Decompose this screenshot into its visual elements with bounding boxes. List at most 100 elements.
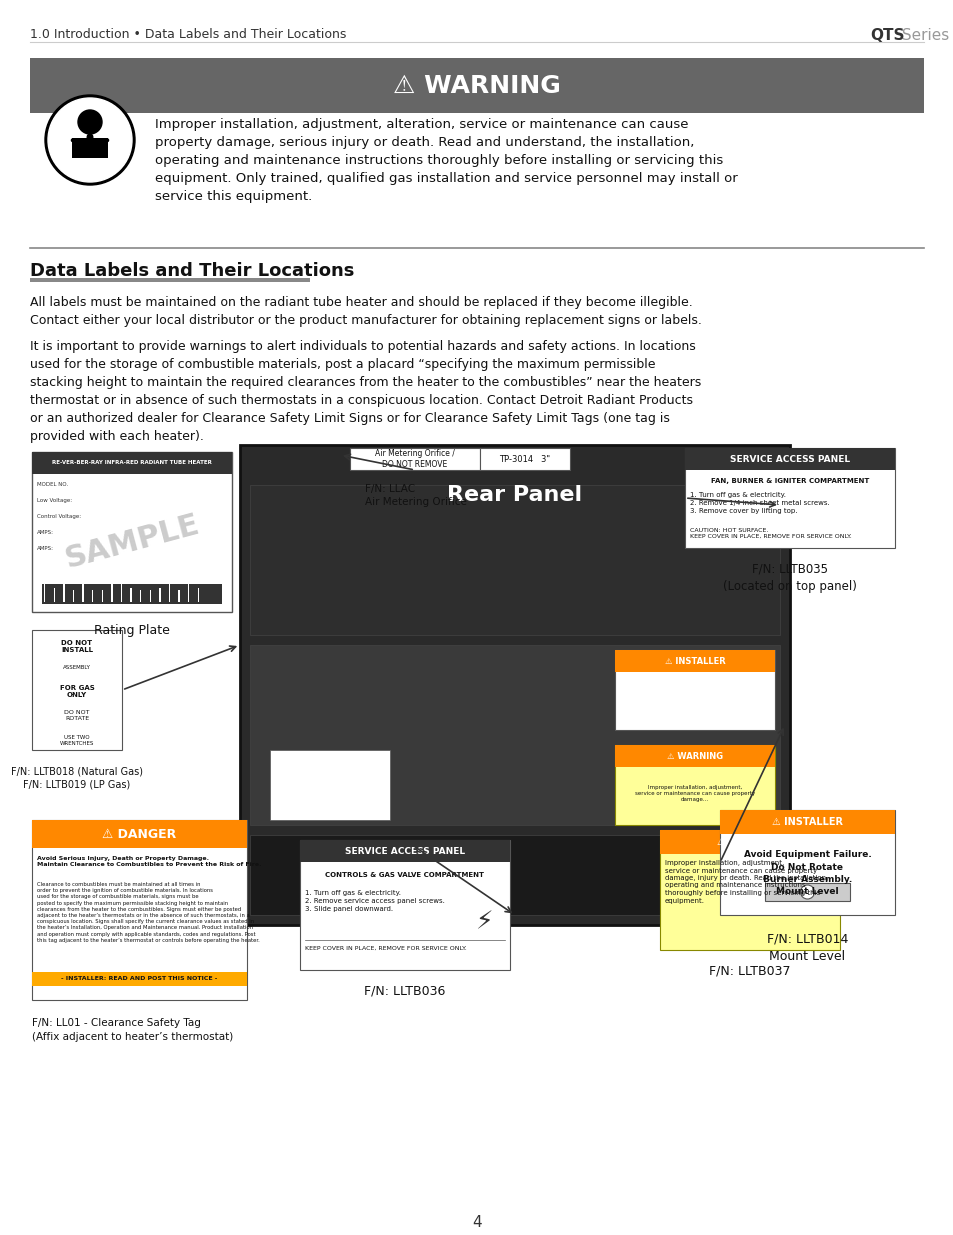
Text: 1. Turn off gas & electricity.
2. Remove service access panel screws.
3. Slide p: 1. Turn off gas & electricity. 2. Remove…: [305, 890, 444, 911]
Bar: [67, 588, 68, 601]
Text: Control Voltage:: Control Voltage:: [37, 514, 81, 519]
Bar: [156, 584, 157, 601]
Text: ⚠ INSTALLER: ⚠ INSTALLER: [664, 657, 724, 666]
Text: Improper installation, adjustment, alteration, service or maintenance can cause
: Improper installation, adjustment, alter…: [154, 119, 737, 203]
Text: ⚠ WARNING: ⚠ WARNING: [717, 837, 781, 847]
Bar: [169, 584, 171, 601]
Text: F/N: LLAC
Air Metering Orifice: F/N: LLAC Air Metering Orifice: [365, 484, 466, 508]
Bar: [117, 584, 119, 601]
Bar: [63, 590, 65, 601]
Bar: [659, 830, 840, 853]
Bar: [150, 590, 151, 601]
Bar: [79, 590, 81, 601]
Bar: [71, 138, 108, 158]
Bar: [95, 588, 96, 601]
Bar: [86, 584, 87, 601]
Bar: [178, 588, 180, 601]
Text: ⚠ WARNING: ⚠ WARNING: [666, 752, 722, 761]
Bar: [131, 584, 132, 601]
Text: Avoid Serious Injury, Death or Property Damage.
Maintain Clearance to Combustibl: Avoid Serious Injury, Death or Property …: [37, 856, 261, 867]
Bar: [166, 584, 167, 601]
Bar: [101, 584, 103, 601]
Text: TP-3014   3": TP-3014 3": [499, 454, 550, 463]
Text: MODEL NO.: MODEL NO.: [37, 482, 68, 487]
Bar: [32, 630, 122, 750]
Text: ⚠ DANGER: ⚠ DANGER: [102, 827, 176, 841]
Text: SERVICE ACCESS PANEL: SERVICE ACCESS PANEL: [729, 454, 849, 463]
Text: 1.0 Introduction • Data Labels and Their Locations: 1.0 Introduction • Data Labels and Their…: [30, 28, 346, 41]
Bar: [615, 650, 774, 730]
Text: Rating Plate: Rating Plate: [94, 624, 170, 637]
Bar: [136, 590, 138, 601]
Bar: [143, 584, 145, 601]
Bar: [194, 590, 195, 601]
Bar: [53, 584, 55, 601]
Circle shape: [78, 110, 102, 135]
Bar: [32, 820, 247, 1000]
Circle shape: [800, 885, 814, 899]
Bar: [615, 745, 774, 825]
Bar: [250, 485, 780, 635]
Text: 1. Turn off gas & electricity.
2. Remove 1/4 inch sheet metal screws.
3. Remove : 1. Turn off gas & electricity. 2. Remove…: [689, 492, 829, 514]
Text: RE-VER-BER-RAY INFRA-RED RADIANT TUBE HEATER: RE-VER-BER-RAY INFRA-RED RADIANT TUBE HE…: [52, 461, 212, 466]
Bar: [181, 590, 183, 601]
Bar: [140, 590, 141, 601]
Bar: [47, 590, 49, 601]
Bar: [72, 590, 74, 601]
Bar: [108, 588, 110, 601]
Bar: [350, 448, 479, 471]
Bar: [91, 584, 93, 601]
Bar: [162, 590, 164, 601]
Text: SERVICE ACCESS PANEL: SERVICE ACCESS PANEL: [345, 846, 464, 856]
Bar: [270, 750, 390, 820]
Circle shape: [48, 98, 132, 182]
Text: KEEP COVER IN PLACE, REMOVE FOR SERVICE ONLY.: KEEP COVER IN PLACE, REMOVE FOR SERVICE …: [305, 946, 466, 951]
Bar: [615, 650, 774, 672]
Bar: [44, 590, 46, 601]
Bar: [32, 452, 232, 613]
FancyArrowPatch shape: [72, 141, 87, 142]
Text: DO NOT
ROTATE: DO NOT ROTATE: [64, 710, 90, 721]
Bar: [197, 588, 199, 601]
Bar: [299, 840, 510, 862]
Text: F/N: LLTB035
(Located on top panel): F/N: LLTB035 (Located on top panel): [722, 563, 856, 593]
Text: F/N: LLTB018 (Natural Gas)
F/N: LLTB019 (LP Gas): F/N: LLTB018 (Natural Gas) F/N: LLTB019 …: [11, 766, 143, 789]
Text: USE TWO
WRENTCHES: USE TWO WRENTCHES: [60, 735, 94, 746]
Text: SAMPLE: SAMPLE: [61, 510, 202, 574]
Bar: [98, 588, 100, 601]
Bar: [299, 840, 510, 969]
Text: ASSEMBLY: ASSEMBLY: [63, 664, 91, 671]
Text: Rear Panel: Rear Panel: [447, 485, 582, 505]
Bar: [70, 584, 71, 601]
Bar: [42, 584, 222, 604]
Bar: [240, 445, 789, 925]
Bar: [124, 590, 126, 601]
Circle shape: [45, 95, 135, 185]
Text: AMPS:: AMPS:: [37, 546, 54, 551]
FancyArrowPatch shape: [92, 141, 107, 142]
Text: Series: Series: [896, 28, 948, 43]
Bar: [200, 590, 202, 601]
Text: ⚠ WARNING: ⚠ WARNING: [393, 74, 560, 98]
Bar: [76, 588, 77, 601]
Bar: [185, 584, 186, 601]
Bar: [121, 584, 122, 601]
Bar: [615, 745, 774, 767]
Bar: [172, 590, 173, 601]
Bar: [684, 448, 894, 471]
Bar: [82, 590, 84, 601]
Text: DO NOT
INSTALL: DO NOT INSTALL: [61, 640, 92, 653]
Text: Clearance to combustibles must be maintained at all times in
order to prevent th: Clearance to combustibles must be mainta…: [37, 882, 259, 942]
Bar: [684, 448, 894, 548]
Text: FAN, BURNER & IGNITER COMPARTMENT: FAN, BURNER & IGNITER COMPARTMENT: [710, 478, 868, 484]
Text: QTS: QTS: [869, 28, 903, 43]
Bar: [188, 590, 190, 601]
Text: F/N: LLTB036: F/N: LLTB036: [364, 986, 445, 998]
Bar: [479, 448, 569, 471]
Bar: [30, 278, 310, 282]
Text: Low Voltage:: Low Voltage:: [37, 498, 72, 503]
Bar: [32, 972, 247, 986]
Bar: [146, 590, 148, 601]
Bar: [720, 810, 894, 915]
Bar: [60, 590, 61, 601]
